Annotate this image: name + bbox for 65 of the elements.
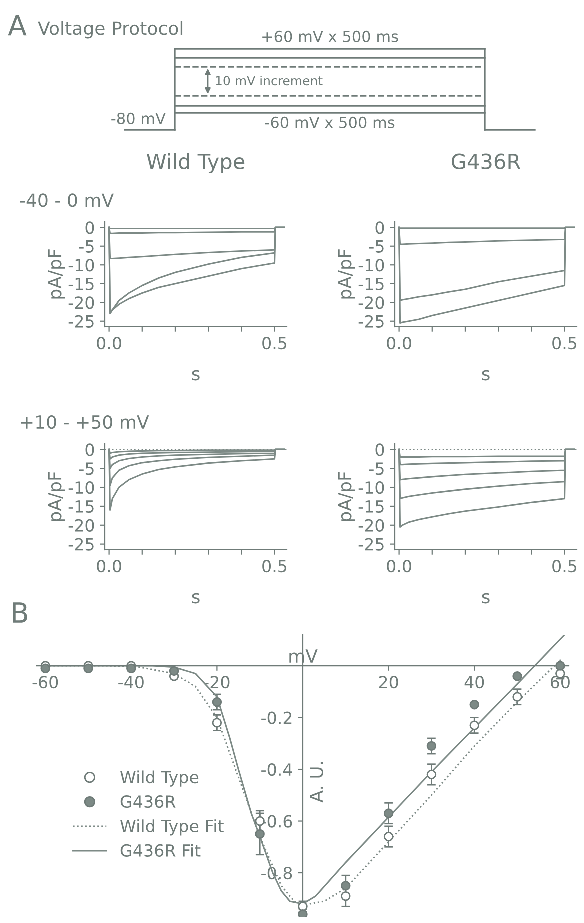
x-tick-label: -40 [118,676,144,689]
y-tick-label: -15 [68,278,94,290]
x-axis-title: s [482,593,490,604]
text: Voltage Protocol [38,21,183,39]
y-tick-label: -10 [68,482,94,494]
y-tick-label: -15 [358,278,384,290]
x-tick-label: 0.0 [387,560,412,573]
y-tick-label: -25 [68,315,94,328]
y-tick-label: -10 [358,259,384,272]
x-tick-label: 60 [550,676,570,689]
y-tick-label: -25 [358,538,384,551]
text: +10 - +50 mV [21,415,150,430]
y-tick-label: 0 [86,444,94,456]
y-axis-title: pA/pF [338,250,356,299]
y-tick-label: -20 [68,519,94,532]
x-tick-label: 0.0 [387,337,412,350]
x-tick-label: 0.0 [97,337,122,350]
y-tick-label: -20 [68,296,94,310]
y-tick-label: -20 [358,519,384,532]
y-tick-label: 0 [376,444,384,456]
y-tick-label: -25 [358,315,384,328]
text: -60 mV x 500 ms [265,116,395,128]
x-tick-label: 20 [379,676,398,689]
text: B [13,602,28,623]
y-tick-label: -5 [369,462,384,476]
legend-label: Wild Type [120,770,199,787]
text: -40 - 0 mV [20,194,114,208]
x-tick-label: 0.5 [262,337,287,350]
y-tick-label: -5 [79,462,94,476]
y-tick-label: 0 [376,222,384,234]
x-tick-label: 0.0 [97,560,122,573]
y-tick-label: -5 [369,240,384,253]
x-tick-label: 0.5 [552,337,577,350]
y-axis-title: A. U. [310,762,324,803]
y-tick-label: 0 [86,222,94,234]
y-axis-title: pA/pF [48,250,66,299]
y-tick-label: -5 [79,240,94,253]
y-tick-label: -0.6 [262,815,292,828]
y-tick-label: -10 [68,259,94,272]
x-tick-label: -60 [32,676,58,689]
chart-title: Wild Type [146,153,245,174]
text: 10 mV increment [216,76,323,86]
y-tick-label: -0.4 [262,763,292,776]
legend-label: Wild Type Fit [120,820,224,836]
x-tick-label: 40 [464,676,484,689]
chart-title: G436R [452,154,521,170]
y-axis-title: pA/pF [48,472,66,522]
x-tick-label: 0.5 [262,560,287,573]
y-tick-label: -25 [68,538,94,551]
text: -80 mV [112,112,166,124]
x-tick-label: 0.5 [552,560,577,573]
legend-label: G436R Fit [120,844,201,858]
text: A [8,15,27,36]
y-tick-label: -15 [68,500,94,514]
x-axis-title: s [192,593,200,604]
x-axis-title: s [482,370,490,381]
y-tick-label: -0.2 [262,712,292,724]
y-tick-label: -15 [358,500,384,514]
y-tick-label: -20 [358,296,384,310]
x-tick-label: -20 [204,676,230,689]
legend-label: G436R [120,795,176,808]
text: +60 mV x 500 ms [262,30,398,42]
y-axis-title: pA/pF [338,472,356,522]
x-axis-title: s [192,370,200,381]
y-tick-label: -10 [358,482,384,494]
